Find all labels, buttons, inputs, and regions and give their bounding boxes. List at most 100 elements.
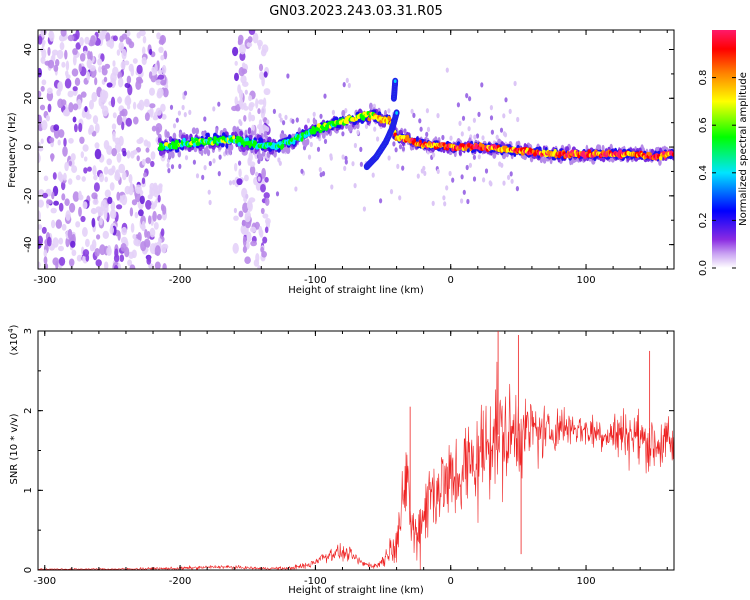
noise-blob (86, 58, 92, 69)
noise-blob (177, 110, 181, 116)
ridge-cell (237, 142, 242, 147)
noise-blob (264, 226, 269, 234)
noise-blob (124, 185, 131, 195)
noise-blob (154, 261, 161, 269)
noise-blob (124, 60, 130, 66)
noise-blob (249, 165, 256, 176)
ridge-cell (285, 147, 291, 154)
noise-blob (46, 236, 52, 247)
noise-blob (255, 171, 259, 177)
ridge-cell (205, 132, 210, 138)
noise-blob (175, 117, 179, 123)
noise-blob (263, 88, 271, 96)
ridge-cell (177, 150, 182, 158)
noise-blob (58, 202, 64, 212)
noise-blob (120, 243, 127, 252)
spectrogram-xtick-label: 0 (448, 275, 454, 286)
noise-blob (130, 66, 135, 77)
noise-blob (94, 148, 102, 160)
noise-blob (330, 184, 334, 190)
noise-blob (387, 155, 391, 161)
noise-blob (425, 131, 429, 137)
noise-blob (495, 134, 499, 140)
noise-blob (78, 63, 82, 73)
noise-blob (41, 120, 48, 131)
noise-blob (69, 202, 76, 213)
colorbar-tick-label: 0.4 (698, 165, 709, 181)
noise-blob (121, 48, 127, 60)
noise-blob (239, 97, 244, 109)
noise-blob (55, 219, 62, 229)
noise-blob (203, 116, 207, 122)
noise-blob (250, 226, 257, 233)
noise-blob (484, 168, 489, 174)
noise-blob (238, 34, 244, 43)
noise-blob (155, 107, 162, 116)
colorbar: 0.0 0.2 0.4 0.6 0.8 Normalized spectral ampl… (698, 30, 749, 276)
noise-blob (462, 189, 466, 195)
noise-blob (80, 151, 85, 159)
noise-blob (503, 132, 508, 138)
noise-blob (242, 81, 249, 87)
snr-ytick-label: 0 (23, 567, 34, 573)
spectrogram-xtick-label: -200 (169, 275, 192, 286)
noise-blob (118, 163, 126, 174)
noise-blob (475, 133, 480, 139)
noise-blob (65, 70, 69, 77)
colorbar-tick-label: 0.2 (698, 212, 709, 228)
noise-blob (260, 183, 266, 193)
noise-blob (108, 38, 115, 49)
snr-xtick-label: -300 (33, 576, 56, 587)
noise-blob (53, 64, 59, 72)
noise-blob (95, 206, 102, 213)
ridge-cell (618, 149, 623, 154)
noise-blob (309, 141, 313, 148)
noise-blob (243, 102, 247, 108)
noise-blob (72, 86, 78, 92)
noise-blob (151, 125, 157, 132)
noise-blob (64, 49, 68, 60)
noise-blob (516, 116, 520, 123)
noise-blob (260, 246, 264, 253)
noise-blob (344, 155, 348, 161)
noise-blob (445, 67, 449, 73)
noise-blob (102, 230, 110, 239)
noise-blob (460, 131, 464, 137)
noise-blob (152, 184, 158, 193)
noise-blob (394, 147, 398, 153)
noise-blob (247, 127, 252, 135)
ridge-cell (565, 146, 570, 153)
noise-blob (441, 134, 445, 141)
ridge-cell (200, 149, 204, 156)
noise-blob (243, 174, 249, 182)
noise-blob (148, 215, 152, 225)
noise-blob (465, 93, 469, 99)
noise-blob (448, 170, 452, 177)
noise-blob (234, 60, 238, 66)
noise-blob (112, 60, 116, 67)
noise-blob (106, 82, 113, 88)
noise-blob (153, 222, 159, 230)
noise-blob (161, 64, 167, 75)
noise-blob (258, 42, 262, 50)
snr-xlabel: Height of straight line (km) (288, 585, 424, 596)
noise-blob (38, 235, 43, 246)
noise-blob (91, 217, 96, 228)
noise-blob (118, 77, 124, 88)
noise-blob (40, 138, 44, 144)
noise-blob (148, 71, 153, 79)
snr-multiplier: (x104) (7, 324, 20, 355)
noise-blob (263, 71, 268, 78)
noise-blob (461, 115, 466, 121)
noise-blob (286, 73, 290, 79)
noise-blob (99, 173, 104, 183)
noise-blob (154, 63, 158, 74)
noise-blob (489, 105, 493, 111)
noise-blob (472, 154, 476, 160)
snr-series-line (38, 361, 674, 570)
noise-blob (112, 131, 116, 142)
noise-blob (183, 112, 187, 118)
noise-blob (62, 146, 68, 157)
ridge-cell (341, 109, 346, 117)
